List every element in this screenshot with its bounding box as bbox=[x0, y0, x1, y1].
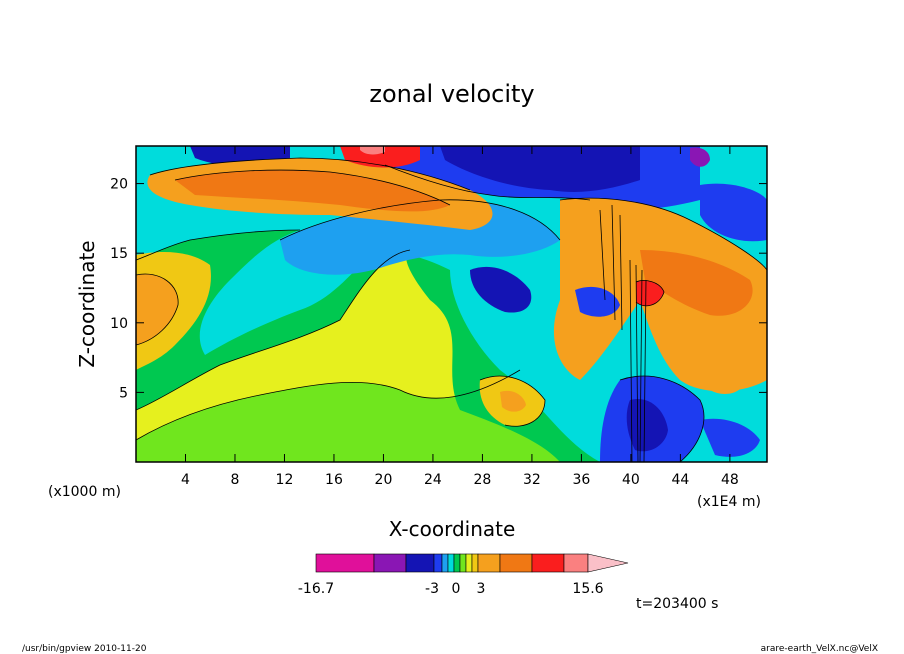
colorbar-segment bbox=[373, 553, 407, 573]
y-axis: 5 10 15 20 bbox=[110, 177, 767, 401]
region-darkblue-mid bbox=[470, 266, 532, 313]
region-blue-lower-far bbox=[700, 418, 760, 457]
colorbar-segment bbox=[453, 553, 461, 573]
region-darkblue-upper bbox=[440, 146, 640, 192]
contour-field bbox=[136, 146, 767, 462]
x-tick-label: 32 bbox=[523, 472, 541, 488]
x-tick-label: 40 bbox=[622, 472, 640, 488]
colorbar-segment bbox=[531, 553, 565, 573]
region-orange-spot-right bbox=[705, 366, 745, 394]
region-pink-top bbox=[360, 146, 385, 155]
x-axis-label: X-coordinate bbox=[389, 517, 516, 541]
x-unit-right: (x1E4 m) bbox=[697, 494, 761, 510]
colorbar-label: 3 bbox=[477, 581, 486, 597]
colorbar-label: 0 bbox=[452, 581, 461, 597]
chart-title: zonal velocity bbox=[369, 80, 534, 108]
region-red-core bbox=[636, 280, 664, 306]
x-axis: 4 8 12 16 20 24 28 32 36 40 44 48 bbox=[181, 146, 739, 488]
time-annotation: t=203400 s bbox=[636, 596, 718, 612]
colorbar-segment bbox=[563, 553, 589, 573]
colorbar-segment bbox=[405, 553, 435, 573]
colorbar-segment bbox=[315, 553, 375, 573]
colorbar-segment bbox=[499, 553, 533, 573]
colorbar-labels: -16.7 -3 0 3 15.6 bbox=[298, 581, 604, 597]
footer-left: /usr/bin/gpview 2010-11-20 bbox=[22, 644, 147, 654]
x-tick-label: 48 bbox=[721, 472, 739, 488]
x-unit-left: (x1000 m) bbox=[48, 484, 121, 500]
y-tick-label: 5 bbox=[119, 385, 128, 401]
colorbar-segment bbox=[477, 553, 501, 573]
x-tick-label: 16 bbox=[325, 472, 343, 488]
x-tick-label: 28 bbox=[474, 472, 492, 488]
x-tick-label: 44 bbox=[671, 472, 689, 488]
region-darkorange-right bbox=[640, 250, 753, 316]
x-tick-label: 36 bbox=[572, 472, 590, 488]
plot-frame bbox=[135, 145, 768, 463]
colorbar-label: -3 bbox=[425, 581, 439, 597]
colorbar-segment bbox=[433, 553, 443, 573]
x-tick-label: 24 bbox=[424, 472, 442, 488]
x-tick-label: 4 bbox=[181, 472, 190, 488]
y-tick-label: 10 bbox=[110, 316, 128, 332]
region-orange-left bbox=[136, 274, 179, 345]
region-blue-mid bbox=[575, 286, 620, 317]
colorbar-segment bbox=[459, 553, 467, 573]
colorbar-label: -16.7 bbox=[298, 581, 334, 597]
x-tick-label: 12 bbox=[276, 472, 294, 488]
region-darkblue-lower bbox=[626, 399, 668, 452]
y-axis-label: Z-coordinate bbox=[75, 240, 99, 367]
colorbar bbox=[315, 553, 629, 573]
region-darkorange-upper bbox=[175, 170, 450, 212]
contour-lines bbox=[136, 157, 767, 462]
colorbar-segment bbox=[471, 553, 479, 573]
region-purple-speck bbox=[690, 147, 710, 167]
region-blue-right bbox=[700, 183, 767, 242]
colorbar-segment bbox=[447, 553, 455, 573]
x-tick-label: 8 bbox=[231, 472, 240, 488]
colorbar-segment bbox=[465, 553, 473, 573]
colorbar-label: 15.6 bbox=[572, 581, 603, 597]
colorbar-segment bbox=[441, 553, 449, 573]
footer-right: arare-earth_VelX.nc@VelX bbox=[761, 644, 878, 654]
region-orange-eddy bbox=[500, 390, 526, 412]
y-tick-label: 15 bbox=[110, 246, 128, 262]
y-tick-label: 20 bbox=[110, 177, 128, 193]
colorbar-arrow bbox=[587, 553, 629, 573]
x-tick-label: 20 bbox=[375, 472, 393, 488]
